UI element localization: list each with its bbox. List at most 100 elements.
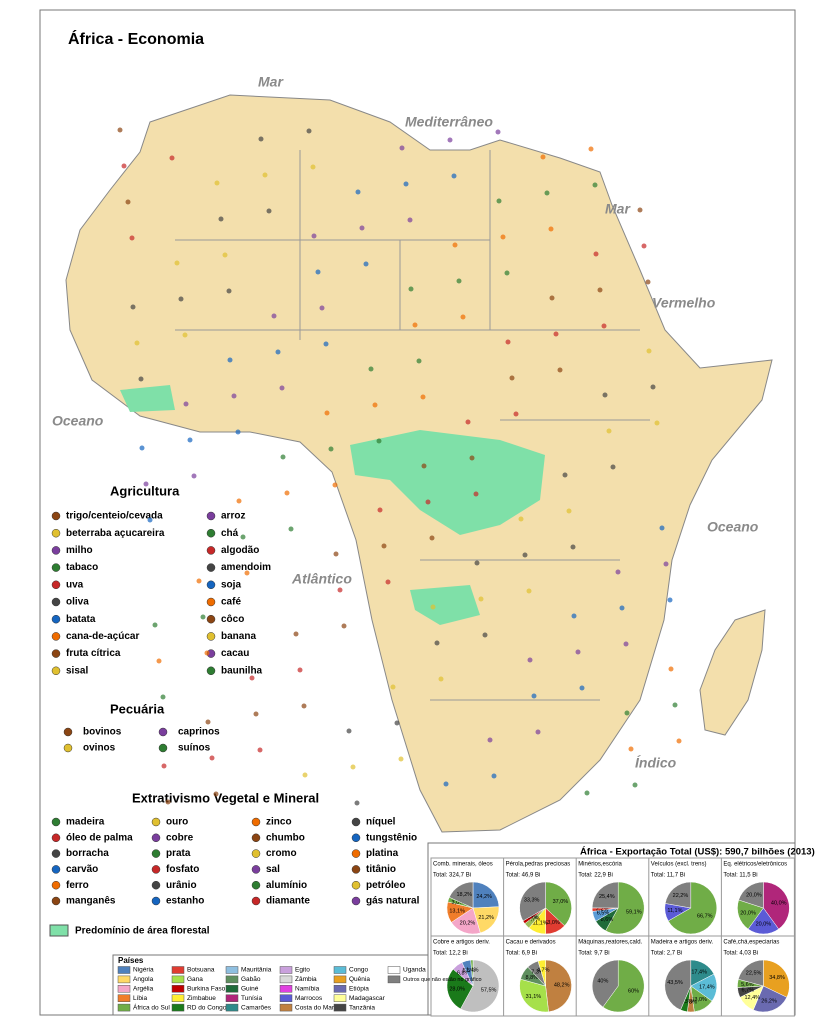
map-symbol bbox=[271, 313, 277, 319]
legend-label: estanho bbox=[166, 896, 204, 907]
map-symbol bbox=[306, 128, 312, 134]
legend-label: prata bbox=[166, 848, 191, 859]
map-symbol bbox=[650, 384, 656, 390]
legend-icon bbox=[51, 563, 61, 572]
map-symbol bbox=[165, 799, 171, 805]
map-title: África - Economia bbox=[68, 29, 204, 48]
slice-label: 4,7% bbox=[537, 968, 550, 974]
legend-icon bbox=[351, 896, 361, 906]
slice-label: 60% bbox=[628, 988, 639, 994]
legend-icon bbox=[251, 880, 261, 890]
sea-label: Vermelho bbox=[652, 295, 716, 311]
legend-label: soja bbox=[221, 579, 241, 590]
pie-slice bbox=[472, 906, 500, 934]
slice-label: 43,5% bbox=[667, 980, 683, 986]
map-symbol bbox=[169, 155, 175, 161]
pie-slice bbox=[763, 959, 790, 998]
legend-icon bbox=[206, 580, 216, 590]
legend-icon bbox=[206, 546, 216, 555]
legend-icon bbox=[251, 896, 261, 906]
legend-label: cacau bbox=[221, 648, 249, 659]
legend-icon bbox=[206, 614, 216, 624]
map-symbol bbox=[275, 349, 281, 355]
map-symbol bbox=[566, 508, 572, 514]
pie-slice bbox=[664, 959, 692, 1011]
map-symbol bbox=[222, 252, 228, 258]
map-symbol bbox=[178, 296, 184, 302]
map-symbol bbox=[302, 772, 308, 778]
legend-label: tungstênio bbox=[366, 832, 417, 843]
country-swatch bbox=[333, 1003, 347, 1012]
country-swatch bbox=[171, 994, 185, 1002]
map-symbol bbox=[288, 526, 294, 532]
country-label: Namíbia bbox=[295, 986, 320, 993]
country-swatch bbox=[117, 975, 131, 984]
slice-label: 28,0% bbox=[449, 986, 465, 992]
pie-title: Madeira e artigos deriv. bbox=[651, 940, 714, 946]
country-swatch bbox=[225, 985, 239, 993]
map-symbol bbox=[244, 570, 250, 576]
pie-title: Comb. minerais, óleos bbox=[433, 862, 493, 868]
slice-label: 13,1% bbox=[449, 908, 465, 914]
map-symbol bbox=[390, 684, 396, 690]
legend-title: Extrativismo Vegetal e Mineral bbox=[132, 790, 319, 805]
map-symbol bbox=[522, 552, 528, 558]
map-symbol bbox=[540, 154, 546, 160]
legend-label: trigo/centeio/cevada bbox=[66, 511, 163, 522]
map-symbol bbox=[443, 781, 449, 787]
pie-slice bbox=[519, 978, 549, 1013]
forest-area bbox=[410, 585, 480, 625]
map-symbol bbox=[249, 675, 255, 681]
country-label: Camarões bbox=[241, 1004, 272, 1011]
forest-swatch bbox=[49, 924, 69, 937]
legend-icon bbox=[351, 817, 361, 827]
country-swatch bbox=[171, 1003, 185, 1012]
map-symbol bbox=[438, 676, 444, 682]
country-swatch bbox=[225, 994, 239, 1002]
legend-icon bbox=[206, 597, 216, 607]
map-symbol bbox=[196, 578, 202, 584]
slice-label: 26,2% bbox=[761, 999, 777, 1005]
map-symbol bbox=[553, 331, 559, 337]
map-symbol bbox=[324, 410, 330, 416]
map-symbol bbox=[624, 710, 630, 716]
slice-label: 25,4% bbox=[599, 894, 615, 900]
country-swatch bbox=[279, 985, 293, 993]
map-symbol bbox=[355, 189, 361, 195]
map-symbol bbox=[231, 393, 237, 399]
legend-label: côco bbox=[221, 614, 244, 625]
sea-label: Oceano bbox=[707, 519, 759, 535]
legend-label: sisal bbox=[66, 665, 88, 676]
legend-icon bbox=[251, 833, 261, 843]
map-symbol bbox=[156, 658, 162, 664]
map-symbol bbox=[601, 323, 607, 329]
legend-label: tabaco bbox=[66, 562, 98, 573]
country-label: Egito bbox=[295, 967, 310, 974]
map-symbol bbox=[266, 208, 272, 214]
sea-label: Atlântico bbox=[291, 571, 352, 587]
map-symbol bbox=[138, 376, 144, 382]
map-symbol bbox=[191, 473, 197, 479]
map-symbol bbox=[420, 394, 426, 400]
map-symbol bbox=[447, 137, 453, 143]
countries-legend bbox=[112, 954, 429, 1016]
country-swatch bbox=[387, 966, 401, 974]
map-symbol bbox=[354, 800, 360, 806]
legend-label: carvão bbox=[66, 864, 98, 875]
map-symbol bbox=[227, 357, 233, 363]
legend-icon bbox=[251, 849, 261, 858]
legend-label: zinco bbox=[266, 817, 292, 828]
legend-label: diamante bbox=[266, 896, 310, 907]
map-symbol bbox=[429, 535, 435, 541]
map-symbol bbox=[174, 260, 180, 266]
legend-label: bovinos bbox=[83, 727, 122, 738]
country-label: Tunísia bbox=[241, 995, 262, 1002]
legend-icon bbox=[206, 632, 216, 641]
map-symbol bbox=[257, 747, 263, 753]
country-swatch bbox=[117, 966, 131, 974]
pie-total: Total: 12,2 Bi bbox=[433, 951, 468, 957]
map-symbol bbox=[430, 604, 436, 610]
pie-title: Cacau e derivados bbox=[506, 940, 556, 946]
map-symbol bbox=[473, 491, 479, 497]
map-symbol bbox=[632, 782, 638, 788]
